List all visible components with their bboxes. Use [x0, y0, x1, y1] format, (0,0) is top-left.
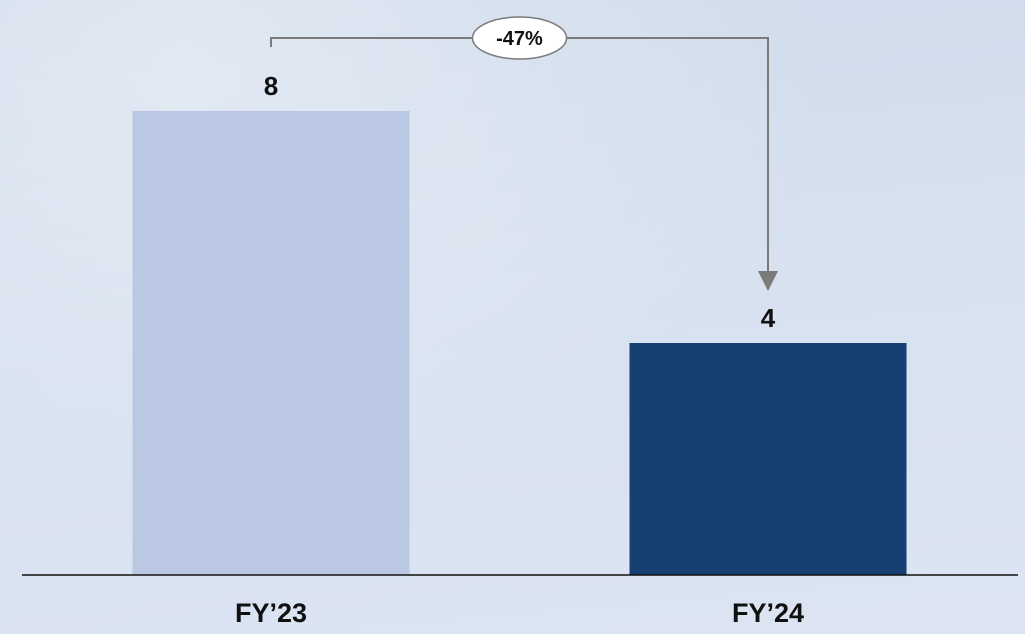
category-label-0: FY’23: [235, 598, 307, 628]
change-badge: [471, 16, 568, 60]
data-label-1: 4: [761, 303, 776, 333]
data-label-0: 8: [264, 71, 278, 101]
change-badge-label: -47%: [496, 28, 543, 50]
category-label-1: FY’24: [732, 598, 804, 628]
bar-1: [629, 343, 907, 575]
bar-0: [132, 111, 410, 575]
